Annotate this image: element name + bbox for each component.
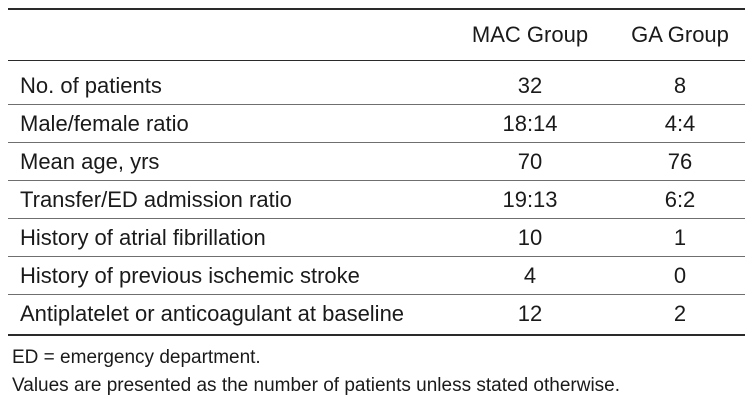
- mac-value: 18:14: [502, 110, 558, 136]
- row-label: Mean age, yrs: [20, 148, 160, 174]
- ga-value: 8: [673, 72, 687, 98]
- mac-value: 4: [523, 262, 537, 288]
- mac-value: 70: [517, 148, 543, 174]
- row-label: No. of patients: [20, 72, 162, 98]
- header-cell-ga-group: GA Group: [631, 22, 729, 47]
- table-row: Transfer/ED admission ratio 19:13 6:2: [8, 181, 745, 219]
- ga-value: 76: [667, 148, 693, 174]
- table-row: History of previous ischemic stroke 4 0: [8, 257, 745, 295]
- footnote-values-note: Values are presented as the number of pa…: [12, 375, 621, 396]
- patient-characteristics-table-container: MAC Group GA Group No. of patients 32 8 …: [8, 8, 745, 336]
- ga-value: 4:4: [664, 110, 696, 136]
- mac-value: 32: [517, 72, 543, 98]
- table-row: Mean age, yrs 70 76: [8, 143, 745, 181]
- row-label: Transfer/ED admission ratio: [20, 186, 292, 212]
- ga-value: 0: [673, 262, 687, 288]
- row-label: Male/female ratio: [20, 110, 189, 136]
- mac-value: 10: [517, 224, 543, 250]
- row-label: History of atrial fibrillation: [20, 224, 266, 250]
- table-header-row: MAC Group GA Group: [8, 9, 745, 61]
- row-label: Antiplatelet or anticoagulant at baselin…: [20, 301, 405, 327]
- table-footnotes: ED = emergency department. Values are pr…: [12, 344, 620, 400]
- row-label: History of previous ischemic stroke: [20, 262, 360, 288]
- ga-value: 6:2: [664, 186, 696, 212]
- footnote-abbreviation: ED = emergency department.: [12, 347, 261, 368]
- mac-value: 19:13: [502, 186, 558, 212]
- ga-value: 2: [673, 301, 687, 327]
- table-row: Antiplatelet or anticoagulant at baselin…: [8, 295, 745, 335]
- table-row: No. of patients 32 8: [8, 61, 745, 105]
- header-cell-mac-group: MAC Group: [471, 22, 589, 47]
- header-cell-label: [8, 9, 445, 61]
- table-row: History of atrial fibrillation 10 1: [8, 219, 745, 257]
- mac-value: 12: [517, 301, 543, 327]
- ga-value: 1: [673, 224, 687, 250]
- patient-characteristics-table: MAC Group GA Group No. of patients 32 8 …: [8, 8, 745, 336]
- table-row: Male/female ratio 18:14 4:4: [8, 105, 745, 143]
